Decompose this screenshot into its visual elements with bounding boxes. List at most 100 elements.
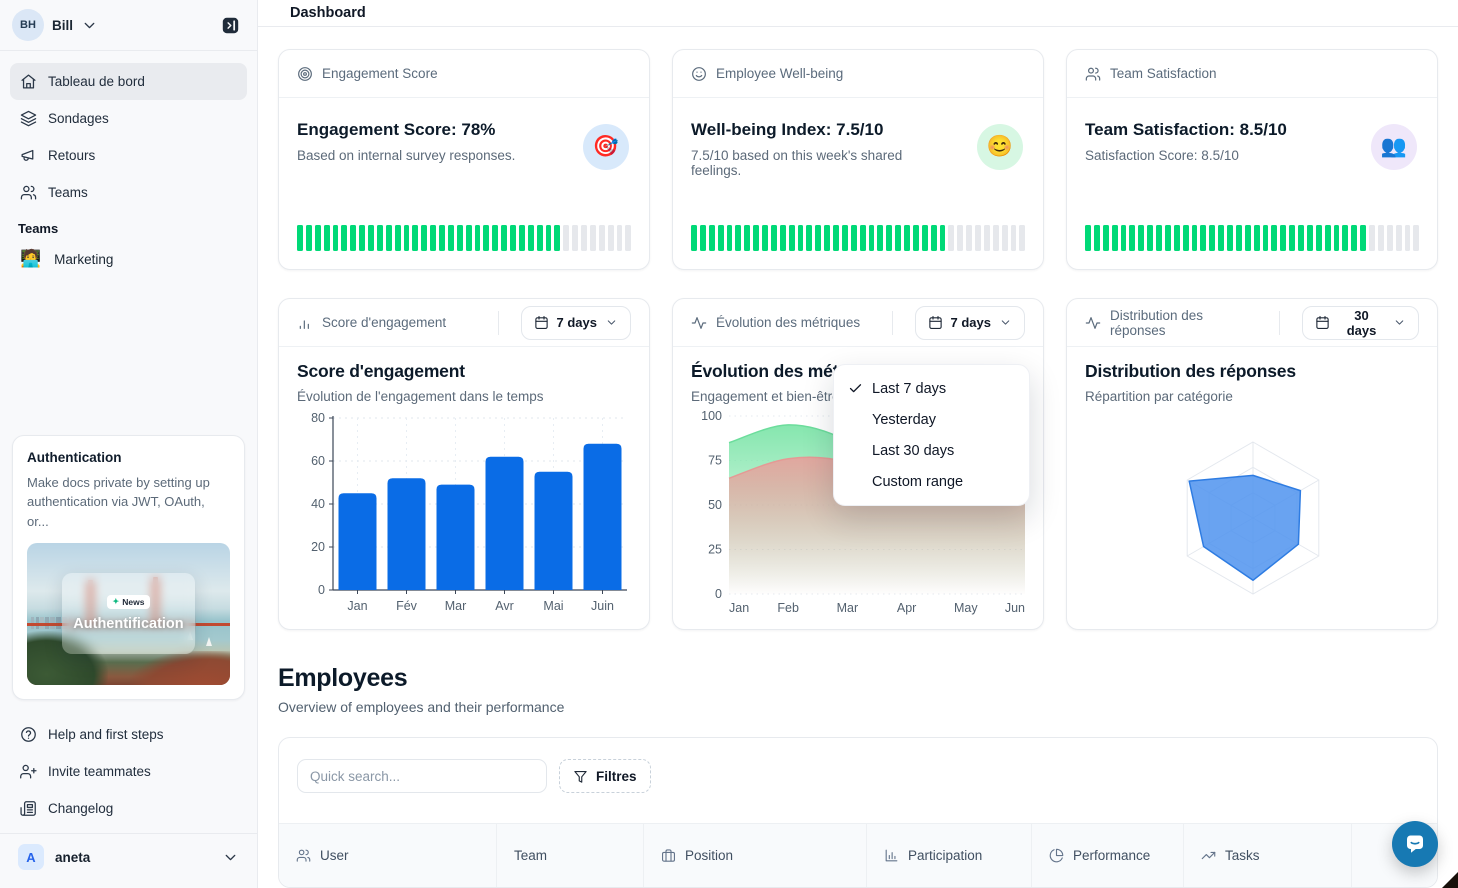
- progress-segment: [1147, 225, 1153, 251]
- progress-segment: [447, 225, 454, 251]
- mouse-cursor: [1442, 872, 1458, 888]
- user-name[interactable]: Bill: [52, 17, 74, 33]
- progress-segment: [456, 225, 463, 251]
- column-label: Position: [685, 848, 734, 863]
- help-circle-icon: [20, 726, 37, 743]
- period-select-button[interactable]: 7 days: [914, 305, 1025, 340]
- progress-segment: [1253, 225, 1260, 251]
- progress-segment: [1182, 225, 1189, 251]
- progress-segment: [921, 225, 928, 251]
- dropdown-item-custom-range[interactable]: Custom range: [834, 466, 1029, 497]
- search-input[interactable]: [297, 759, 547, 793]
- workspace-avatar: A: [18, 844, 44, 870]
- dropdown-item-last-30-days[interactable]: Last 30 days: [834, 435, 1029, 466]
- dropdown-item-label: Yesterday: [872, 411, 936, 428]
- main-area: Dashboard Engagement Score Engagement Sco…: [258, 0, 1458, 888]
- progress-segment: [708, 225, 715, 251]
- column-header-performance[interactable]: Performance: [1032, 824, 1184, 887]
- workspace-name: aneta: [55, 849, 91, 865]
- sidebar-item-retours[interactable]: Retours: [10, 137, 247, 174]
- stat-emoji-badge: 👥: [1371, 124, 1417, 170]
- svg-text:Apr: Apr: [897, 601, 916, 615]
- chat-launcher-button[interactable]: [1392, 821, 1438, 867]
- bar-chart-icon: [297, 315, 313, 331]
- progress-segment: [797, 225, 804, 251]
- dropdown-item-last-7-days[interactable]: Last 7 days: [834, 373, 1029, 404]
- sidebar-collapse-button[interactable]: [215, 10, 245, 40]
- divider: [497, 310, 499, 335]
- progress-segment: [314, 225, 321, 251]
- topbar: Dashboard: [258, 0, 1458, 27]
- progress-segment: [1138, 225, 1145, 251]
- progress-segment: [1164, 225, 1171, 251]
- briefcase-icon: [661, 848, 676, 863]
- stat-emoji-badge: 🎯: [583, 124, 629, 170]
- sidebar-item-marketing[interactable]: 🧑‍💻 Marketing: [0, 238, 257, 280]
- progress-segment: [323, 225, 330, 251]
- divider: [891, 310, 893, 335]
- sidebar-item-sondages[interactable]: Sondages: [10, 100, 247, 137]
- target-icon: [297, 66, 313, 82]
- progress-segment: [598, 225, 605, 251]
- employees-table-card: Filtres User Team Position Participation Per…: [278, 737, 1438, 888]
- svg-text:Feb: Feb: [777, 601, 799, 615]
- column-header-user[interactable]: User: [279, 824, 497, 887]
- period-select-button[interactable]: 7 days: [520, 305, 631, 340]
- progress-segment: [1262, 225, 1269, 251]
- dropdown-item-yesterday[interactable]: Yesterday: [834, 404, 1029, 435]
- progress-segment: [403, 225, 410, 251]
- progress-segment: [1342, 225, 1349, 251]
- column-header-tasks[interactable]: Tasks: [1184, 824, 1352, 887]
- progress-segment: [297, 225, 303, 251]
- column-header-team[interactable]: Team: [497, 824, 644, 887]
- column-header-participation[interactable]: Participation: [867, 824, 1032, 887]
- stat-card-label: Team Satisfaction: [1110, 66, 1217, 81]
- progress-segment: [1120, 225, 1127, 251]
- sidebar-item-changelog[interactable]: Changelog: [10, 790, 247, 827]
- progress-segment: [1369, 225, 1375, 251]
- filters-button[interactable]: Filtres: [559, 759, 651, 793]
- progress-segment: [1271, 225, 1278, 251]
- progress-segment: [1333, 225, 1340, 251]
- progress-segment: [394, 225, 401, 251]
- stat-emoji-badge: 😊: [977, 124, 1023, 170]
- progress-segment: [841, 225, 848, 251]
- promo-caption: Authentification: [73, 615, 184, 632]
- progress-segment: [1315, 225, 1322, 251]
- progress-segment: [806, 225, 813, 251]
- activity-icon: [1085, 315, 1101, 331]
- table-header-row: User Team Position Participation Performance…: [279, 823, 1437, 887]
- sidebar-item-tableau-de-bord[interactable]: Tableau de bord: [10, 63, 247, 100]
- progress-segment: [1395, 225, 1402, 251]
- progress-segment: [717, 225, 724, 251]
- stat-description: 7.5/10 based on this week's shared feeli…: [691, 148, 903, 178]
- news-badge: ✦ News: [106, 594, 151, 609]
- period-select-button[interactable]: 30 days: [1302, 305, 1419, 340]
- divider: [0, 833, 257, 834]
- sidebar-item-invite-teammates[interactable]: Invite teammates: [10, 753, 247, 790]
- progress-segment: [1377, 225, 1384, 251]
- workspace-switcher[interactable]: A aneta: [10, 834, 247, 880]
- chart-card-row: Score d'engagement 7 days Score d'engage…: [278, 298, 1438, 630]
- progress-segment: [1218, 225, 1224, 251]
- progress-segment: [421, 225, 428, 251]
- badge-dot: ✦: [112, 597, 120, 607]
- sidebar-item-help-and-first-steps[interactable]: Help and first steps: [10, 716, 247, 753]
- calendar-icon: [534, 315, 549, 330]
- user-plus-icon: [20, 763, 37, 780]
- sidebar-item-teams[interactable]: Teams: [10, 174, 247, 211]
- progress-segment: [483, 225, 490, 251]
- svg-text:Jan: Jan: [347, 599, 367, 613]
- chart-card-label: Évolution des métriques: [716, 315, 861, 330]
- sidebar-footer: Help and first steps Invite teammates Chan…: [0, 712, 257, 888]
- promo-image-golden-gate[interactable]: ✦ News Authentification: [27, 543, 230, 685]
- check-icon: [848, 381, 872, 396]
- promo-card-authentication[interactable]: Authentication Make docs private by sett…: [12, 434, 245, 700]
- period-dropdown-menu: Last 7 days Yesterday Last 30 days Custom r…: [833, 364, 1030, 506]
- sidebar-item-label: Help and first steps: [48, 727, 164, 742]
- progress-segment: [983, 225, 990, 251]
- chevron-down-icon[interactable]: [81, 17, 98, 34]
- users-icon: [1085, 66, 1101, 82]
- progress-segment: [788, 225, 795, 251]
- column-header-position[interactable]: Position: [644, 824, 867, 887]
